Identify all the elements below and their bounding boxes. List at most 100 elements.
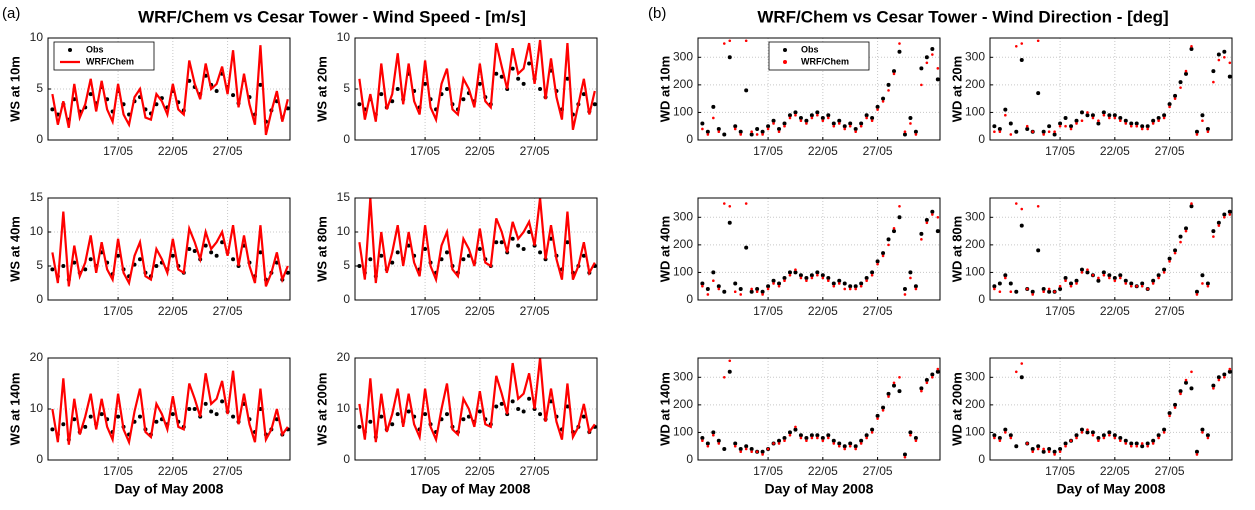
data-point (1151, 442, 1155, 445)
data-point (998, 439, 1002, 443)
data-point (777, 438, 782, 443)
data-point (761, 293, 764, 296)
data-point (1019, 58, 1024, 63)
data-point (1009, 290, 1013, 294)
y-tick-label: 10 (30, 30, 44, 44)
data-point (1157, 119, 1160, 123)
data-point (733, 124, 738, 129)
data-point (137, 257, 142, 262)
data-point (510, 236, 515, 241)
x-tick-label: 27/05 (863, 304, 893, 318)
data-point (897, 49, 902, 54)
data-point (1194, 289, 1199, 294)
data-point (1058, 124, 1062, 128)
data-point (722, 446, 727, 451)
data-point (1179, 86, 1182, 89)
y-axis-label: WD at 140m (657, 372, 672, 446)
data-line (51, 45, 289, 136)
y-tick-label: 10 (337, 401, 351, 415)
data-point (1025, 126, 1030, 131)
data-point (209, 250, 214, 255)
data-point (717, 442, 721, 445)
data-point (1097, 439, 1100, 443)
x-tick-label: 27/05 (520, 144, 550, 158)
data-point (1058, 284, 1062, 288)
data-point (897, 389, 902, 394)
data-point (1014, 129, 1019, 134)
data-point (810, 436, 814, 440)
plot-frame (47, 197, 291, 301)
data-point (1146, 127, 1149, 131)
data-point (1009, 436, 1013, 440)
data-point (865, 116, 868, 120)
data-point (1227, 369, 1232, 374)
data-point (1004, 276, 1007, 280)
data-point (827, 436, 830, 440)
data-point (935, 369, 940, 374)
data-point (700, 281, 705, 286)
data-point (805, 279, 808, 283)
data-point (1129, 444, 1133, 448)
data-point (798, 115, 803, 120)
y-tick-label: 15 (337, 190, 351, 204)
data-point (1201, 282, 1204, 285)
figure-title: WRF/Chem vs Cesar Tower - Wind Speed - [… (138, 7, 526, 26)
legend-label: WRF/Chem (86, 56, 134, 66)
data-point (1227, 74, 1232, 79)
data-point (799, 436, 803, 440)
data-point (744, 88, 749, 93)
data-point (581, 92, 586, 97)
data-point (815, 110, 820, 115)
data-point (1090, 430, 1095, 435)
data-point (712, 279, 715, 283)
data-point (881, 405, 886, 410)
data-point (930, 372, 935, 377)
data-point (1101, 110, 1106, 115)
data-point (749, 132, 754, 137)
y-tick-label: 100 (673, 105, 693, 119)
legend-swatch (68, 48, 72, 52)
data-point (782, 121, 787, 126)
data-point (832, 442, 836, 445)
data-point (1212, 235, 1215, 238)
data-point (706, 133, 710, 136)
data-point (744, 202, 748, 205)
data-point (1079, 267, 1084, 272)
plot-frame (354, 197, 598, 301)
data-point (722, 289, 727, 294)
data-point (1107, 113, 1112, 118)
data-point (727, 369, 732, 374)
plot-frame (47, 37, 291, 141)
data-point (750, 287, 753, 291)
data-point (717, 130, 721, 134)
data-point (766, 127, 770, 131)
x-axis-label: Day of May 2008 (765, 481, 874, 497)
data-point (1064, 279, 1067, 283)
data-point (1113, 436, 1117, 440)
data-point (1041, 286, 1046, 291)
data-point (1151, 278, 1156, 283)
data-point (722, 375, 726, 379)
data-point (1156, 273, 1161, 278)
data-point (853, 126, 858, 131)
data-point (50, 107, 55, 112)
data-point (712, 116, 715, 120)
data-point (1129, 124, 1133, 128)
data-point (510, 399, 515, 404)
data-point (1097, 119, 1100, 123)
data-point (61, 264, 66, 268)
data-point (881, 251, 886, 256)
data-point (733, 290, 737, 294)
data-point (1030, 446, 1035, 451)
x-axis-label: Day of May 2008 (1057, 481, 1166, 497)
data-point (993, 436, 996, 440)
y-tick-label: 100 (673, 265, 693, 279)
data-point (1140, 281, 1145, 286)
data-point (1058, 286, 1063, 291)
data-point (898, 204, 901, 208)
data-point (826, 433, 831, 438)
data-point (722, 132, 727, 137)
data-point (1079, 427, 1084, 432)
data-point (739, 450, 743, 454)
data-point (1069, 439, 1073, 443)
